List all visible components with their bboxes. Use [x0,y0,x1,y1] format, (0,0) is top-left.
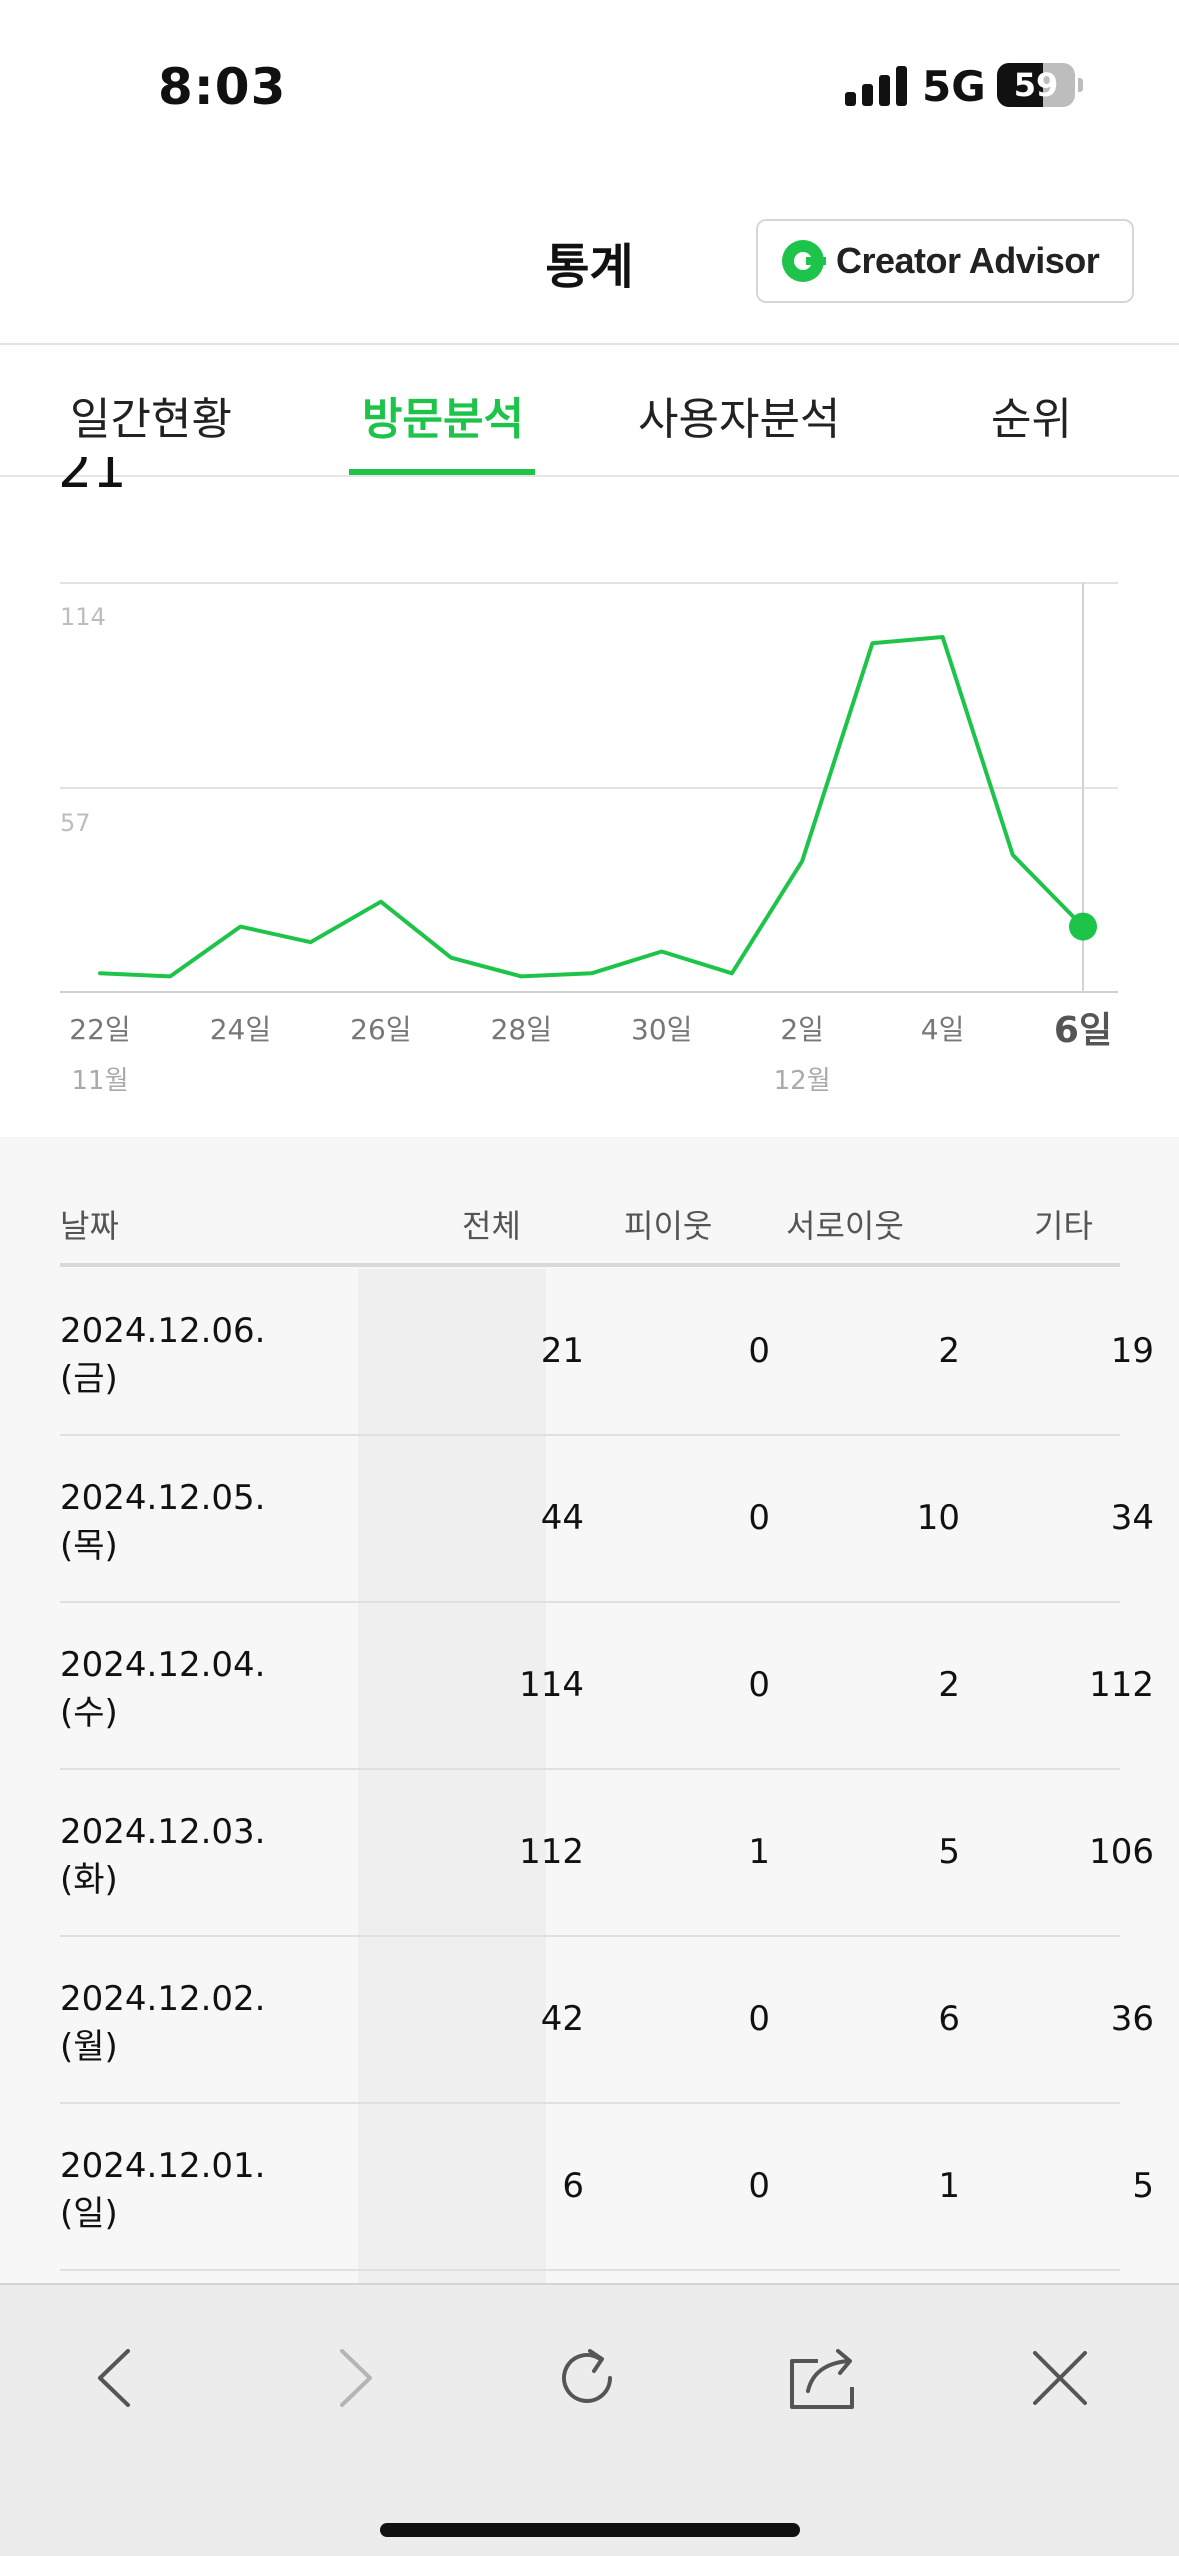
row-total: 114 [519,1665,584,1705]
table-row: 2024.12.02. (월) 42 0 6 36 [60,1937,1154,2104]
row-other: 5 [1132,2166,1154,2206]
row-total: 42 [540,1999,584,2039]
table-header: 날짜 전체 피이웃 서로이웃 기타 [60,1195,1120,1267]
table-row: 2024.12.03. (화) 112 1 5 106 [60,1770,1154,1937]
y-tick-label: 114 [60,603,106,631]
table-row: 2024.12.01. (일) 6 0 1 5 [60,2104,1154,2271]
creator-advisor-logo-icon [782,240,826,282]
browser-toolbar [0,2283,1179,2556]
active-tab-indicator [349,469,535,475]
row-neighbor: 0 [748,1498,770,1538]
row-mutual: 1 [938,2166,960,2206]
row-other: 106 [1089,1832,1154,1872]
month-label: 12월 [774,1066,831,1096]
x-tick-label: 22일 [69,1013,130,1046]
battery-level: 59 [1013,66,1059,104]
row-neighbor: 0 [748,2166,770,2206]
row-date-value: 2024.12.05. [60,1478,266,1518]
creator-advisor-label: Creator Advisor [836,240,1100,281]
close-icon[interactable] [1015,2333,1105,2423]
column-header-other: 기타 [1034,1207,1093,1245]
row-neighbor: 0 [748,1331,770,1371]
row-total: 44 [540,1498,584,1538]
total-column-highlight [358,1269,546,2283]
tab-user-analysis[interactable]: 사용자분석 [638,394,841,445]
row-mutual: 2 [938,1665,960,1705]
column-header-neighbor: 피이웃 [624,1207,713,1245]
row-mutual: 10 [916,1498,960,1538]
table-row: 2024.12.06. (금) 21 0 2 19 [60,1269,1154,1436]
column-header-mutual: 서로이웃 [786,1207,904,1245]
column-header-date: 날짜 [60,1207,119,1245]
tab-daily-status[interactable]: 일간현황 [70,394,232,445]
page-header: 통계 Creator Advisor [0,175,1179,345]
series-line [98,635,1085,979]
row-neighbor: 0 [748,1999,770,2039]
row-date: 2024.12.05. (목) [60,1474,265,1570]
table-row: 2024.12.04. (수) 114 0 2 112 [60,1603,1154,1770]
row-neighbor: 1 [748,1832,770,1872]
battery-icon: 59 [997,63,1075,107]
row-other: 36 [1110,1999,1154,2039]
row-date-value: 2024.12.02. [60,1979,266,2019]
row-other: 19 [1110,1331,1154,1371]
row-day-of-week: (화) [60,1860,118,1900]
row-other: 34 [1110,1498,1154,1538]
row-date-value: 2024.12.01. [60,2146,266,2186]
column-header-total: 전체 [462,1207,521,1245]
creator-advisor-button[interactable]: Creator Advisor [756,219,1134,303]
row-total: 21 [540,1331,584,1371]
tab-visit-analysis[interactable]: 방문분석 [362,394,524,445]
row-date: 2024.12.04. (수) [60,1641,265,1737]
row-day-of-week: (수) [60,1693,118,1733]
row-day-of-week: (금) [60,1359,118,1399]
row-day-of-week: (목) [60,1526,118,1566]
x-tick-label: 4일 [921,1013,965,1046]
network-type: 5G [922,62,986,111]
stats-tabs: 일간현황 방문분석 사용자분석 순위 [0,345,1179,477]
page-title: 통계 [545,239,634,295]
battery-tip [1078,78,1083,92]
back-icon[interactable] [72,2333,162,2423]
row-date: 2024.12.02. (월) [60,1975,265,2071]
row-mutual: 2 [938,1331,960,1371]
x-tick-label: 2일 [780,1013,824,1046]
status-bar: 8:03 5G 59 [0,0,1179,175]
row-date-value: 2024.12.04. [60,1645,266,1685]
reload-icon[interactable] [542,2333,632,2423]
row-date: 2024.12.03. (화) [60,1808,265,1904]
row-date-value: 2024.12.03. [60,1812,266,1852]
tab-ranking[interactable]: 순위 [991,394,1072,445]
y-tick-label: 57 [60,809,91,837]
row-date: 2024.12.01. (일) [60,2142,265,2238]
x-tick-label: 28일 [491,1013,552,1046]
row-mutual: 5 [938,1832,960,1872]
share-icon[interactable] [778,2333,868,2423]
home-indicator [380,2523,800,2537]
row-day-of-week: (월) [60,2027,118,2067]
forward-icon[interactable] [308,2333,398,2423]
row-date-value: 2024.12.06. [60,1311,266,1351]
table-row: 2024.12.05. (목) 44 0 10 34 [60,1436,1154,1603]
selected-day-value: 21 [58,457,127,493]
row-date: 2024.12.06. (금) [60,1307,265,1403]
selected-data-point [1069,912,1097,941]
row-mutual: 6 [938,1999,960,2039]
x-tick-label: 24일 [210,1013,271,1046]
table-body: 2024.12.06. (금) 21 0 2 19 2024.12.05. (목) 44 0 10 3… [60,1269,1154,2271]
cellular-signal-icon [845,66,907,106]
row-neighbor: 0 [748,1665,770,1705]
x-tick-label: 6일 [1054,1010,1112,1051]
x-tick-label: 30일 [631,1013,692,1046]
row-total: 112 [519,1832,584,1872]
row-other: 112 [1089,1665,1154,1705]
visits-table: 날짜 전체 피이웃 서로이웃 기타 2024.12.06. (금) 21 0 2 19 20… [0,1137,1179,2283]
row-day-of-week: (일) [60,2194,118,2234]
status-time: 8:03 [158,58,287,116]
visits-chart: 114 57 22일 24일 26일 28일 30일 2일 4일 6일 11월 12월 21 [0,457,1179,1137]
visits-line-chart: 114 57 22일 24일 26일 28일 30일 2일 4일 6일 11월 12월 [60,582,1118,1096]
row-total: 6 [562,2166,584,2206]
x-tick-label: 26일 [350,1013,411,1046]
month-label: 11월 [71,1066,128,1096]
